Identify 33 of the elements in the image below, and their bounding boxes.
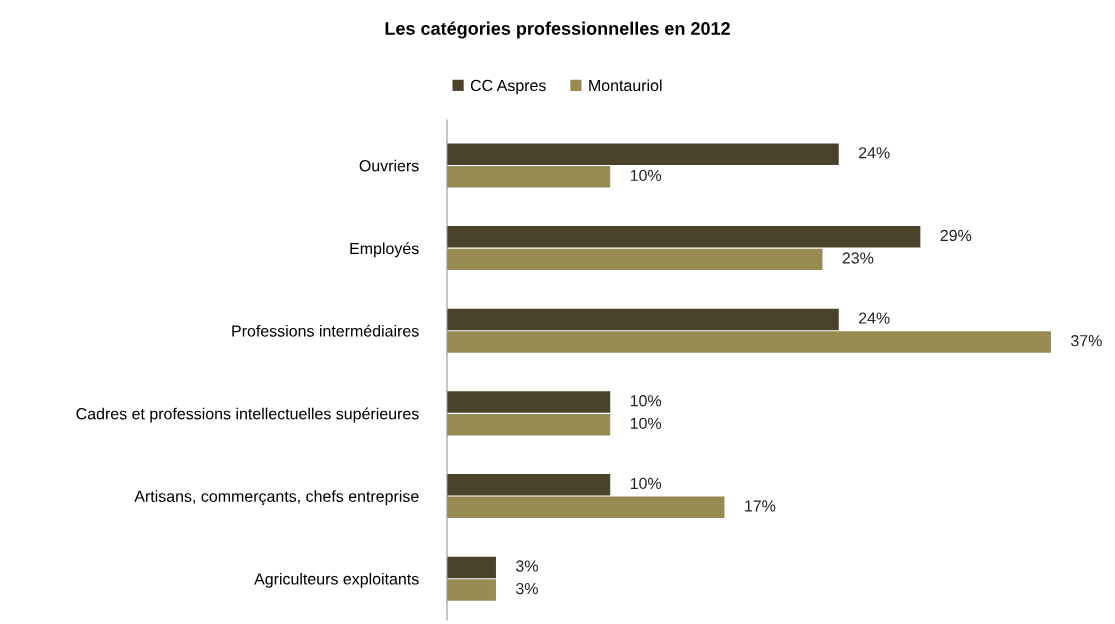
bar (447, 413, 611, 436)
bar (447, 165, 611, 188)
data-label: 10% (630, 169, 662, 182)
bar (447, 308, 839, 331)
data-label: 24% (858, 312, 890, 324)
data-label: 10% (630, 477, 662, 490)
bar (447, 331, 1051, 353)
bar (447, 496, 725, 519)
data-label: 10% (630, 395, 662, 407)
legend-label: CC Aspres (470, 79, 546, 95)
bar (447, 226, 921, 248)
y-tick-label: Employés (350, 242, 419, 258)
data-label: 17% (745, 500, 776, 512)
chart-title: Les catégories professionnelles en 2012 (385, 21, 730, 39)
data-label: 24% (858, 147, 890, 159)
y-tick-label: Agriculteurs exploitants (254, 572, 419, 588)
data-label: 3% (516, 582, 538, 595)
bar (447, 579, 496, 601)
y-tick-label: Cadres et professions intellectuelles supérieures (76, 407, 419, 423)
bar (447, 143, 839, 165)
bar (447, 248, 823, 271)
data-label: 37% (1070, 335, 1102, 347)
data-label: 10% (630, 417, 662, 429)
y-tick-label: Artisans, commerçants, chefs entreprise (134, 490, 419, 506)
data-label: 23% (842, 252, 874, 264)
data-label: 29% (940, 229, 972, 242)
y-tick-label: Professions intermédiaires (232, 324, 419, 337)
bar (447, 474, 611, 496)
y-tick-label: Ouvriers (359, 159, 419, 172)
bar (447, 556, 496, 579)
bar (447, 391, 611, 413)
legend-label: Montauriol (589, 79, 662, 92)
data-label: 3% (516, 560, 538, 572)
